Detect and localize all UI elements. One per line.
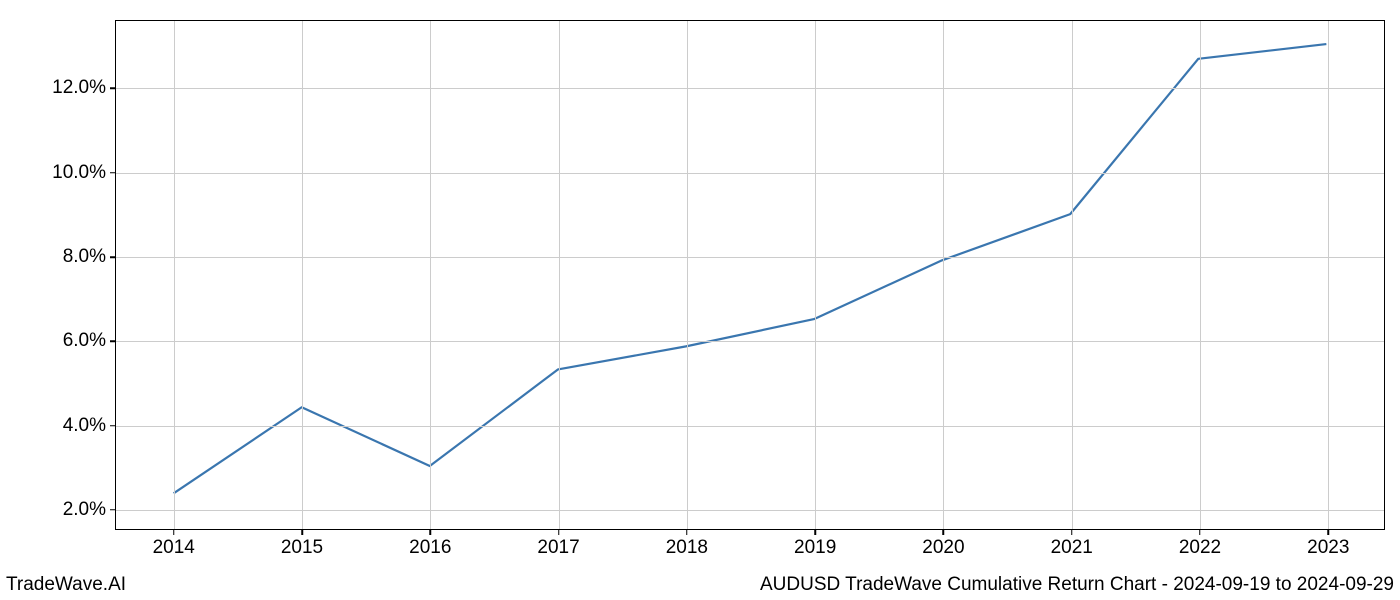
- plot-area: 2.0%4.0%6.0%8.0%10.0%12.0%20142015201620…: [115, 20, 1385, 530]
- chart-container: 2.0% 4.0% 6.0% 8.0% 10.0% 12.0% 2014 2015 2016 20…: [0, 0, 1400, 600]
- grid-line-vertical: [430, 21, 431, 529]
- grid-line-horizontal: [116, 341, 1384, 342]
- grid-line-horizontal: [116, 426, 1384, 427]
- y-tick-label: 2.0%: [63, 499, 116, 521]
- grid-line-vertical: [943, 21, 944, 529]
- y-tick-label: 8.0%: [63, 246, 116, 268]
- y-tick-label: 6.0%: [63, 330, 116, 352]
- grid-line-horizontal: [116, 510, 1384, 511]
- x-tick-label: 2019: [794, 529, 836, 559]
- x-tick-label: 2020: [922, 529, 964, 559]
- x-tick-label: 2017: [537, 529, 579, 559]
- grid-line-horizontal: [116, 173, 1384, 174]
- grid-line-vertical: [1328, 21, 1329, 529]
- y-tick-label: 10.0%: [52, 162, 116, 184]
- grid-line-vertical: [174, 21, 175, 529]
- grid-line-horizontal: [116, 88, 1384, 89]
- x-tick-label: 2021: [1051, 529, 1093, 559]
- x-tick-label: 2015: [281, 529, 323, 559]
- grid-line-vertical: [815, 21, 816, 529]
- line-chart-svg: [116, 21, 1384, 529]
- x-tick-label: 2023: [1307, 529, 1349, 559]
- grid-line-vertical: [1072, 21, 1073, 529]
- y-tick-label: 4.0%: [63, 415, 116, 437]
- grid-line-horizontal: [116, 257, 1384, 258]
- grid-line-vertical: [687, 21, 688, 529]
- footer-caption: AUDUSD TradeWave Cumulative Return Chart…: [760, 574, 1394, 596]
- grid-line-vertical: [1200, 21, 1201, 529]
- y-tick-label: 12.0%: [52, 77, 116, 99]
- grid-line-vertical: [559, 21, 560, 529]
- x-tick-label: 2016: [409, 529, 451, 559]
- grid-line-vertical: [302, 21, 303, 529]
- x-tick-label: 2018: [666, 529, 708, 559]
- x-tick-label: 2022: [1179, 529, 1221, 559]
- footer-brand: TradeWave.AI: [6, 574, 126, 596]
- x-tick-label: 2014: [153, 529, 195, 559]
